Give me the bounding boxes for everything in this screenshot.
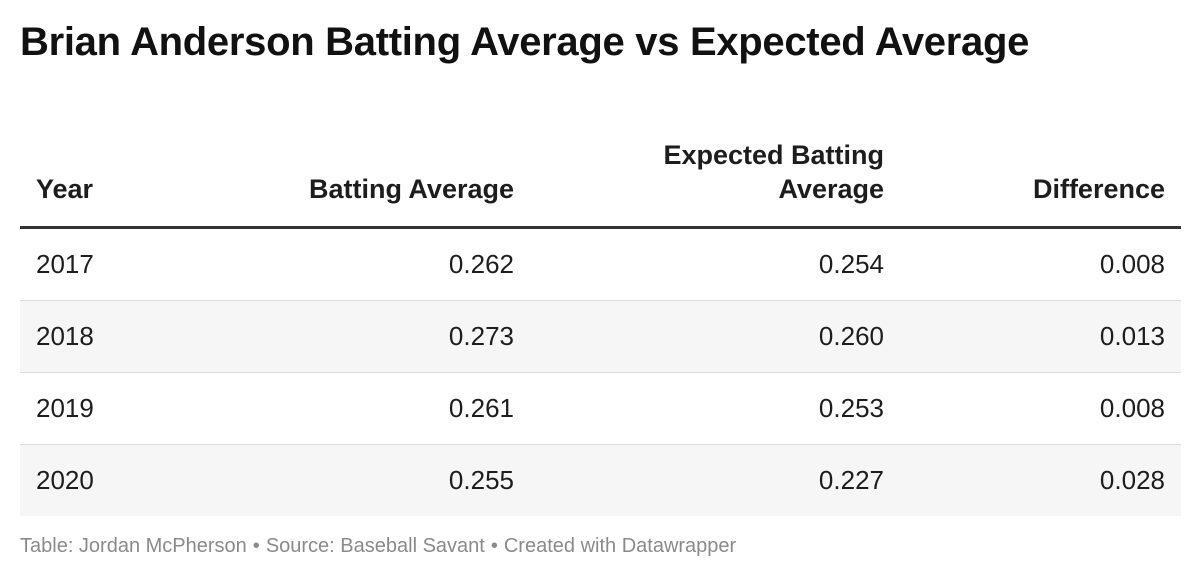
cell-batting-average: 0.273 xyxy=(160,300,530,373)
column-header-batting-average[interactable]: Batting Average xyxy=(160,120,530,229)
cell-batting-average: 0.262 xyxy=(448,249,514,279)
data-table: Year Batting Average Expected Batting Ave… xyxy=(20,120,1181,516)
cell-year: 2019 xyxy=(20,372,160,445)
table-row: 2018 0.273 0.260 0.013 xyxy=(20,300,1181,373)
cell-expected-batting-average: 0.260 xyxy=(530,300,900,373)
table-row: 2017 0.262 0.254 0.008 xyxy=(20,228,1181,301)
cell-year: 2020 xyxy=(20,444,160,516)
table-credit: Table: Jordan McPherson xyxy=(20,535,247,557)
table-row: 2020 0.255 0.227 0.028 xyxy=(20,444,1181,516)
page-title: Brian Anderson Batting Average vs Expect… xyxy=(20,20,1030,64)
column-header-difference[interactable]: Difference xyxy=(900,120,1181,229)
column-header-expected-batting-average[interactable]: Expected Batting Average xyxy=(530,120,900,229)
cell-difference: 0.008 xyxy=(1099,249,1165,279)
cell-expected-batting-average: 0.253 xyxy=(530,372,900,445)
table-body: 2017 0.262 0.254 0.008 2018 0.273 0.260 … xyxy=(20,228,1181,516)
cell-year: 2018 xyxy=(20,300,160,373)
table-header: Year Batting Average Expected Batting Ave… xyxy=(20,120,1181,229)
footer-credits: Table: Jordan McPherson • Source: Baseball… xyxy=(20,535,736,558)
header-row: Year Batting Average Expected Batting Ave… xyxy=(20,120,1181,229)
cell-year: 2017 xyxy=(36,249,94,279)
cell-batting-average: 0.261 xyxy=(160,372,530,445)
cell-difference: 0.013 xyxy=(900,300,1181,373)
cell-expected-batting-average: 0.227 xyxy=(530,444,900,516)
created-with-credit: Created with Datawrapper xyxy=(503,535,737,557)
column-header-year[interactable]: Year xyxy=(20,120,160,229)
column-header-expected-line-1: Expected Batting xyxy=(663,140,884,170)
cell-difference: 0.028 xyxy=(900,444,1181,516)
footer-separator: • xyxy=(252,535,260,557)
column-header-expected-line-2: Average xyxy=(778,174,884,204)
footer-separator: • xyxy=(490,535,498,557)
cell-difference: 0.008 xyxy=(900,372,1181,445)
table-row: 2019 0.261 0.253 0.008 xyxy=(20,372,1181,445)
cell-batting-average: 0.255 xyxy=(160,444,530,516)
cell-expected-batting-average: 0.254 xyxy=(818,249,884,279)
source-credit: Source: Baseball Savant xyxy=(265,535,485,557)
